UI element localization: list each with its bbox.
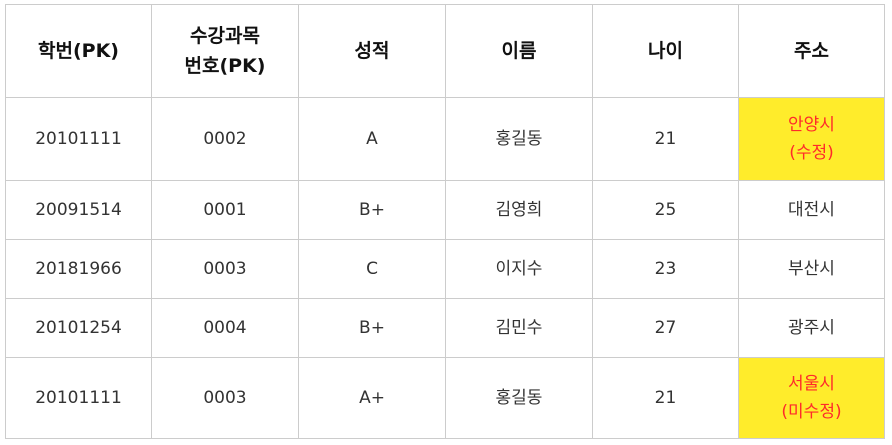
student-course-table: 학번(PK) 수강과목 번호(PK) 성적 이름 나이 주소 20101111 …: [5, 4, 885, 439]
cell-course-no: 0003: [151, 239, 299, 299]
cell-name: 김영희: [445, 180, 593, 240]
header-age: 나이: [592, 4, 739, 98]
cell-grade: A: [298, 97, 446, 181]
cell-address: 부산시: [738, 239, 885, 299]
header-row: 학번(PK) 수강과목 번호(PK) 성적 이름 나이 주소: [5, 4, 885, 98]
cell-student-id: 20101111: [5, 97, 152, 181]
cell-address-highlighted: 안양시 (수정): [738, 97, 885, 181]
cell-name: 김민수: [445, 298, 593, 358]
cell-course-no: 0004: [151, 298, 299, 358]
cell-age: 25: [592, 180, 739, 240]
header-grade: 성적: [298, 4, 446, 98]
cell-grade: A+: [298, 357, 446, 439]
cell-address-highlighted: 서울시 (미수정): [738, 357, 885, 439]
header-name: 이름: [445, 4, 593, 98]
cell-grade: B+: [298, 298, 446, 358]
cell-student-id: 20101111: [5, 357, 152, 439]
cell-course-no: 0001: [151, 180, 299, 240]
cell-course-no: 0003: [151, 357, 299, 439]
cell-student-id: 20101254: [5, 298, 152, 358]
cell-age: 27: [592, 298, 739, 358]
table-row: 20101111 0002 A 홍길동 21 안양시 (수정): [5, 97, 885, 181]
cell-address: 대전시: [738, 180, 885, 240]
cell-age: 21: [592, 357, 739, 439]
cell-name: 이지수: [445, 239, 593, 299]
cell-name: 홍길동: [445, 97, 593, 181]
cell-grade: C: [298, 239, 446, 299]
cell-course-no: 0002: [151, 97, 299, 181]
cell-student-id: 20181966: [5, 239, 152, 299]
cell-age: 23: [592, 239, 739, 299]
cell-grade: B+: [298, 180, 446, 240]
header-course-no: 수강과목 번호(PK): [151, 4, 299, 98]
cell-name: 홍길동: [445, 357, 593, 439]
header-student-id: 학번(PK): [5, 4, 152, 98]
header-address: 주소: [738, 4, 885, 98]
cell-address: 광주시: [738, 298, 885, 358]
table-row: 20181966 0003 C 이지수 23 부산시: [5, 239, 885, 299]
cell-student-id: 20091514: [5, 180, 152, 240]
cell-age: 21: [592, 97, 739, 181]
table-row: 20101111 0003 A+ 홍길동 21 서울시 (미수정): [5, 357, 885, 439]
table-row: 20101254 0004 B+ 김민수 27 광주시: [5, 298, 885, 358]
table-row: 20091514 0001 B+ 김영희 25 대전시: [5, 180, 885, 240]
